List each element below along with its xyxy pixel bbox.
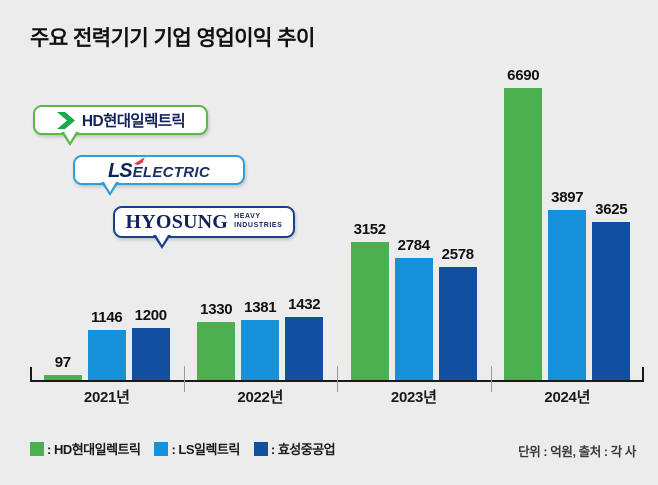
legend-label: : HD현대일렉트릭 (47, 442, 141, 457)
heavy-line: HEAVY (234, 213, 261, 221)
callout-tail-inner (64, 132, 76, 142)
callout-ls-electric: LS ELECTRIC (73, 155, 245, 196)
x-axis-label-2023: 2023년 (390, 389, 437, 406)
industries-line: INDUSTRIES (234, 222, 283, 229)
x-axis-tick (491, 366, 492, 392)
x-axis-end-cap (642, 367, 644, 382)
callout-tail-inner (156, 235, 168, 245)
chart-legend: : HD현대일렉트릭 : LS일렉트릭 : 효성중공업 (30, 439, 336, 458)
bar-value-label: 1381 (244, 299, 277, 316)
bar-value-label: 2784 (397, 237, 430, 254)
legend-swatch (154, 441, 169, 456)
x-axis-tick (184, 366, 185, 392)
bar-2022-LS일렉트릭 (241, 320, 280, 380)
bar-2024-효성중공업 (592, 222, 631, 380)
bar-value-label: 1330 (200, 301, 233, 318)
legend-item-0: : HD현대일렉트릭 (30, 439, 141, 458)
callout-tail-inner (104, 182, 116, 192)
bar-2023-LS일렉트릭 (394, 258, 433, 380)
legend-label: : LS일렉트릭 (171, 442, 240, 457)
hyosung-wordmark: HYOSUNG (125, 211, 229, 233)
bar-value-label: 1200 (134, 307, 167, 324)
callout-hyosung-heavy-industries: HYOSUNG HEAVY INDUSTRIES (113, 206, 295, 249)
bar-value-label: 3625 (595, 201, 628, 218)
source-note: 단위 : 억원, 출처 : 각 사 (518, 445, 636, 459)
hyosung-logo: HYOSUNG HEAVY INDUSTRIES (126, 212, 283, 232)
bar-2024-HD현대일렉트릭 (504, 88, 543, 380)
bar-2021-LS일렉트릭 (87, 330, 126, 380)
x-axis-tick (337, 366, 338, 392)
bar-value-label: 1146 (91, 309, 123, 326)
legend-swatch (253, 441, 268, 456)
bar-2021-효성중공업 (131, 328, 170, 380)
bar-2024-LS일렉트릭 (548, 210, 587, 380)
bar-value-label: 1432 (288, 296, 321, 313)
bar-value-label: 2578 (441, 246, 474, 263)
x-axis-label-2021: 2021년 (83, 389, 130, 406)
bar-2023-HD현대일렉트릭 (350, 242, 389, 380)
legend-swatch (30, 441, 44, 456)
x-axis-label-2022: 2022년 (237, 389, 284, 406)
hd-hyundai-electric-logo: HD현대일렉트릭 (56, 109, 186, 131)
ls-wordmark: LS (108, 160, 133, 182)
ls-electric-logo: LS ELECTRIC (108, 157, 210, 182)
heavy-industries-wordmark: HEAVY INDUSTRIES (234, 213, 282, 231)
legend-label: : 효성중공업 (270, 442, 336, 457)
bar-value-label: 97 (54, 354, 71, 371)
chevron-right-icon (56, 111, 75, 129)
legend-item-2: : 효성중공업 (253, 439, 336, 458)
bar-value-label: 3897 (551, 189, 584, 206)
page-title: 주요 전력기기 기업 영업이익 추이 (30, 27, 315, 50)
bar-2022-HD현대일렉트릭 (197, 322, 236, 380)
bar-value-label: 6690 (507, 67, 540, 84)
legend-item-1: : LS일렉트릭 (154, 439, 240, 458)
electric-wordmark: ELECTRIC (132, 164, 210, 181)
bar-2023-효성중공업 (438, 267, 477, 380)
x-axis-label-2024: 2024년 (544, 389, 591, 406)
bar-chart-plot: 97 1146 1200 2021년 1330 1381 1432 2022년 3152 2784… (30, 67, 644, 406)
bar-value-label: 3152 (353, 221, 386, 238)
spark-icon (134, 157, 148, 165)
callout-hd-hyundai-electric: HD현대일렉트릭 (33, 105, 208, 146)
hd-hyundai-electric-wordmark: HD현대일렉트릭 (81, 113, 186, 130)
bar-2022-효성중공업 (285, 317, 324, 380)
x-axis-start-cap (30, 367, 32, 382)
bar-2021-HD현대일렉트릭 (43, 375, 82, 380)
